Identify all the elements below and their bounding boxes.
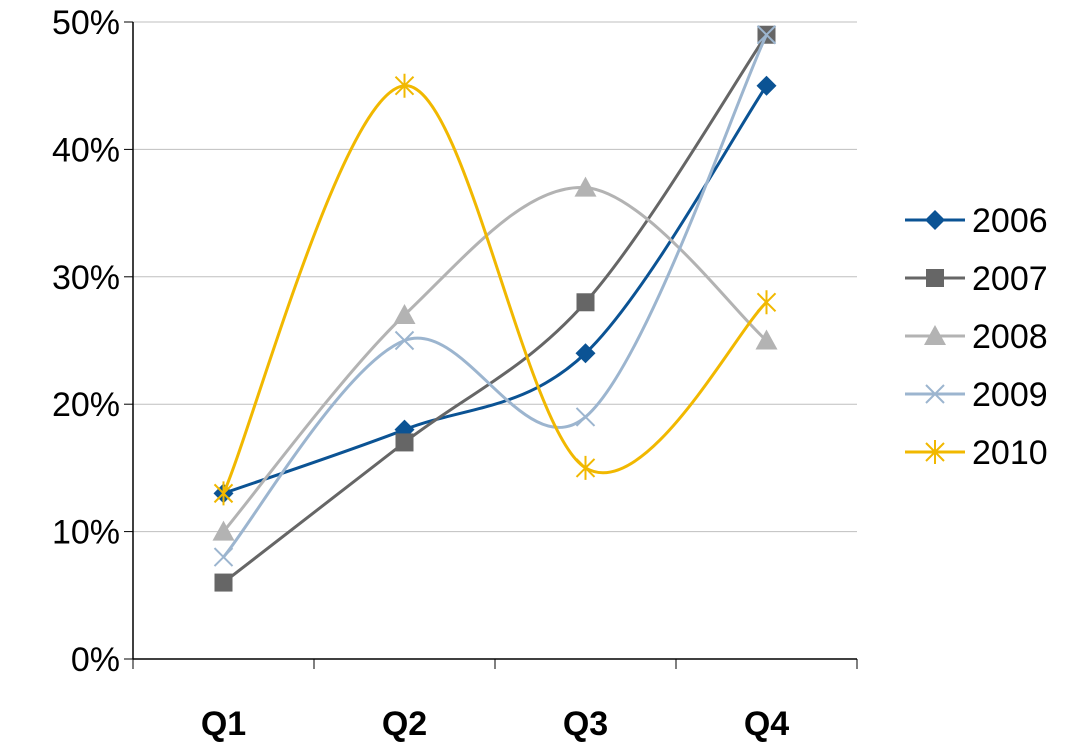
legend-marker-2006	[925, 210, 945, 230]
legend-marker-2010	[925, 440, 945, 464]
legend-label: 2010	[972, 434, 1048, 472]
x-category-label: Q3	[563, 705, 608, 742]
axes: 0% 10% 20% 30% 40% 50% Q1 Q2 Q3 Q4	[52, 4, 858, 742]
y-tick-label: 20%	[52, 386, 120, 424]
y-tick-label: 10%	[52, 514, 120, 552]
legend-marker-2009	[925, 384, 945, 404]
legend: 2006 2007 2008 2009 2010	[905, 202, 1048, 472]
data-point-2009	[213, 547, 234, 567]
x-category-label: Q1	[201, 705, 246, 742]
data-point-2010	[394, 73, 415, 98]
series-line-2009	[222, 34, 768, 559]
data-point-2007	[214, 573, 233, 592]
data-point-2007	[395, 433, 414, 452]
data-point-2010	[575, 455, 596, 480]
legend-item-2008: 2008	[905, 318, 1048, 356]
series-line-2010	[222, 84, 768, 494]
legend-label: 2007	[972, 260, 1048, 298]
gridlines	[133, 21, 857, 533]
data-point-2009	[756, 25, 777, 45]
legend-marker-2007	[926, 269, 944, 287]
data-point-2008	[755, 329, 778, 350]
data-point-2006	[756, 75, 777, 96]
legend-item-2009: 2009	[905, 376, 1048, 414]
data-point-2008	[574, 176, 597, 197]
series-lines	[212, 25, 778, 592]
x-category-label: Q4	[744, 705, 789, 742]
data-point-2008	[393, 304, 416, 325]
legend-marker-2008	[924, 325, 946, 345]
data-point-2009	[394, 330, 415, 351]
series-2010	[213, 73, 777, 506]
series-2008	[212, 176, 778, 541]
data-point-2007	[576, 293, 595, 312]
legend-label: 2009	[972, 376, 1048, 414]
series-2007	[214, 25, 776, 592]
data-point-2009	[575, 407, 596, 427]
legend-item-2010: 2010	[905, 434, 1048, 472]
y-tick-label: 0%	[71, 641, 120, 679]
y-tick-label: 50%	[52, 4, 120, 42]
legend-label: 2006	[972, 202, 1048, 240]
series-line-2006	[223, 84, 768, 495]
data-point-2008	[212, 520, 235, 541]
legend-label: 2008	[972, 318, 1048, 356]
y-tick-label: 30%	[52, 259, 120, 297]
series-line-2007	[222, 33, 768, 584]
series-line-2008	[222, 186, 768, 533]
x-category-label: Q2	[382, 705, 427, 742]
series-2009	[213, 25, 777, 567]
legend-item-2006: 2006	[905, 202, 1048, 240]
data-point-2010	[756, 290, 777, 315]
y-tick-label: 40%	[52, 131, 120, 169]
data-point-2006	[575, 343, 596, 364]
legend-item-2007: 2007	[905, 260, 1048, 298]
data-point-2010	[213, 481, 234, 506]
